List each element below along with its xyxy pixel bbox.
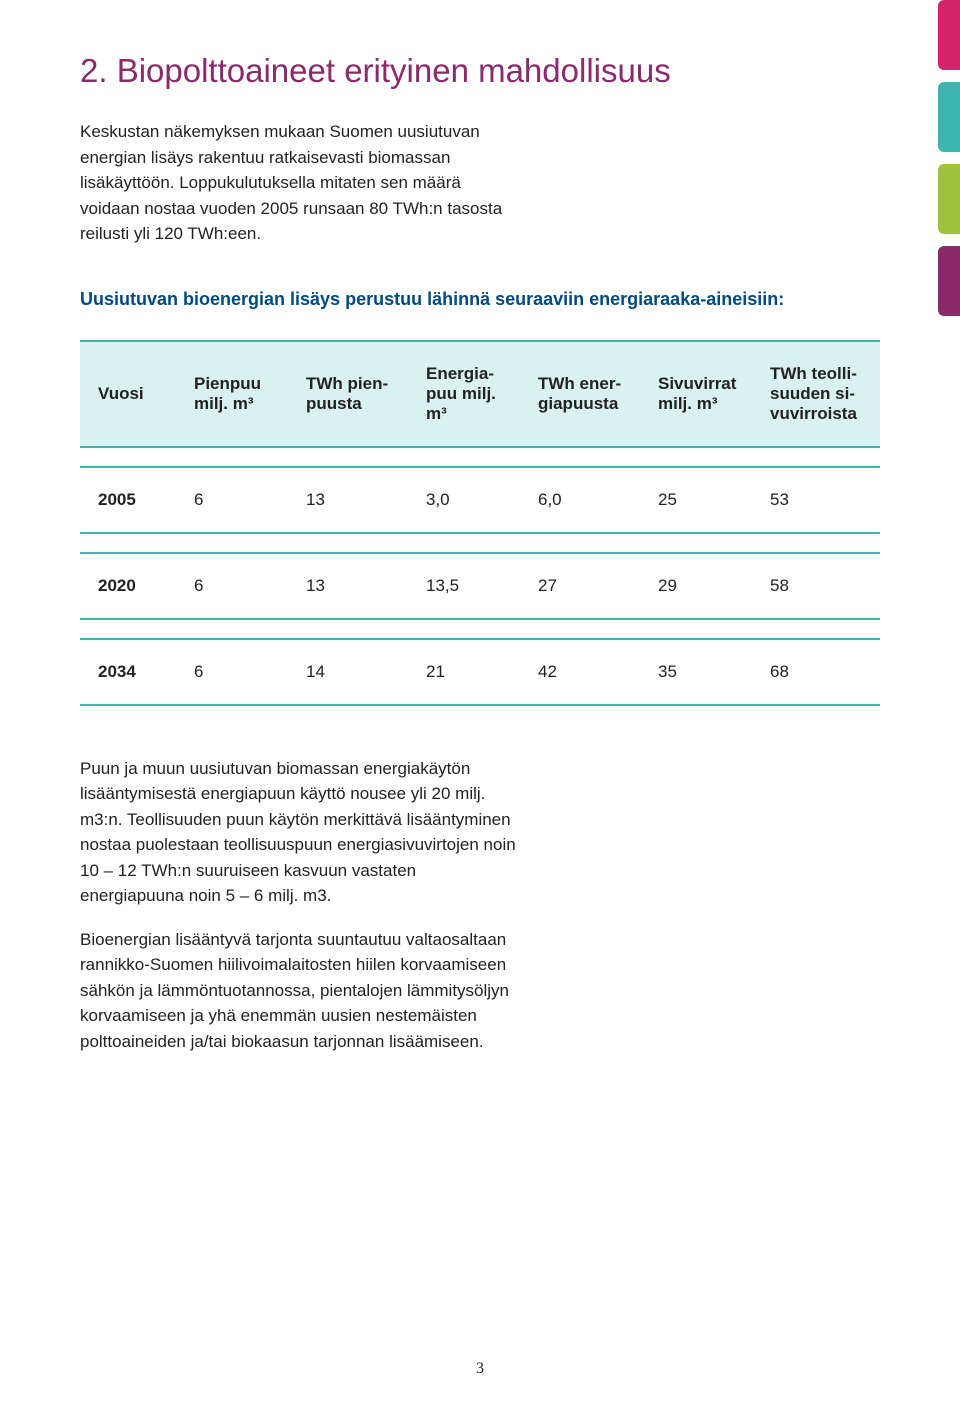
table-row: 2020 6 13 13,5 27 29 58 — [80, 552, 880, 620]
table-cell: 6 — [176, 638, 288, 706]
table-cell: 3,0 — [408, 466, 520, 534]
table-cell: 6,0 — [520, 466, 640, 534]
table-header-cell: Pienpuu milj. m³ — [176, 340, 288, 448]
table-row: 2005 6 13 3,0 6,0 25 53 — [80, 466, 880, 534]
table-subhead: Uusiutuvan bioenergian lisäys perustuu l… — [80, 287, 880, 312]
page: 2. Biopolttoaineet erityinen mahdollisuu… — [0, 0, 960, 1406]
table-header-cell: TWh pien­puusta — [288, 340, 408, 448]
table-header-cell: Vuosi — [80, 340, 176, 448]
side-tab-2 — [938, 82, 960, 152]
intro-paragraph: Keskustan näkemyksen mukaan Suomen uusiu… — [80, 119, 520, 247]
table-header-cell: Energia­puu milj. m³ — [408, 340, 520, 448]
intro-block: Keskustan näkemyksen mukaan Suomen uusiu… — [80, 119, 880, 247]
table-row-gap — [80, 534, 880, 552]
body-text-block: Puun ja muun uusiutuvan biomassan energi… — [80, 756, 520, 1055]
table-body: 2005 6 13 3,0 6,0 25 53 2020 6 13 13,5 2… — [80, 448, 880, 706]
page-title: 2. Biopolttoaineet erityinen mahdollisuu… — [80, 50, 880, 91]
table-cell: 6 — [176, 466, 288, 534]
side-tabs — [938, 0, 960, 316]
page-number: 3 — [0, 1360, 960, 1378]
table-cell: 2005 — [80, 466, 176, 534]
body-paragraph: Puun ja muun uusiutuvan biomassan energi… — [80, 756, 520, 909]
table-cell: 29 — [640, 552, 752, 620]
side-tab-4 — [938, 246, 960, 316]
table-cell: 53 — [752, 466, 880, 534]
table-cell: 21 — [408, 638, 520, 706]
table-cell: 2034 — [80, 638, 176, 706]
side-tab-1 — [938, 0, 960, 70]
table-cell: 27 — [520, 552, 640, 620]
table-header-cell: TWh teolli­suuden si­vuvirroista — [752, 340, 880, 448]
table-row-gap — [80, 620, 880, 638]
table-row: 2034 6 14 21 42 35 68 — [80, 638, 880, 706]
table-cell: 25 — [640, 466, 752, 534]
body-paragraph: Bioenergian lisääntyvä tarjonta suuntaut… — [80, 927, 520, 1055]
table-header-cell: TWh ener­giapuusta — [520, 340, 640, 448]
table-row-gap — [80, 448, 880, 466]
table-header-cell: Sivuvirrat milj. m³ — [640, 340, 752, 448]
table-header-row: Vuosi Pienpuu milj. m³ TWh pien­puusta E… — [80, 340, 880, 448]
table-cell: 42 — [520, 638, 640, 706]
table-cell: 14 — [288, 638, 408, 706]
side-tab-3 — [938, 164, 960, 234]
table-cell: 68 — [752, 638, 880, 706]
table-cell: 58 — [752, 552, 880, 620]
table-cell: 13 — [288, 552, 408, 620]
table-cell: 13 — [288, 466, 408, 534]
table-cell: 6 — [176, 552, 288, 620]
table-cell: 35 — [640, 638, 752, 706]
table-cell: 13,5 — [408, 552, 520, 620]
bioenergy-table: Vuosi Pienpuu milj. m³ TWh pien­puusta E… — [80, 340, 880, 706]
table-cell: 2020 — [80, 552, 176, 620]
